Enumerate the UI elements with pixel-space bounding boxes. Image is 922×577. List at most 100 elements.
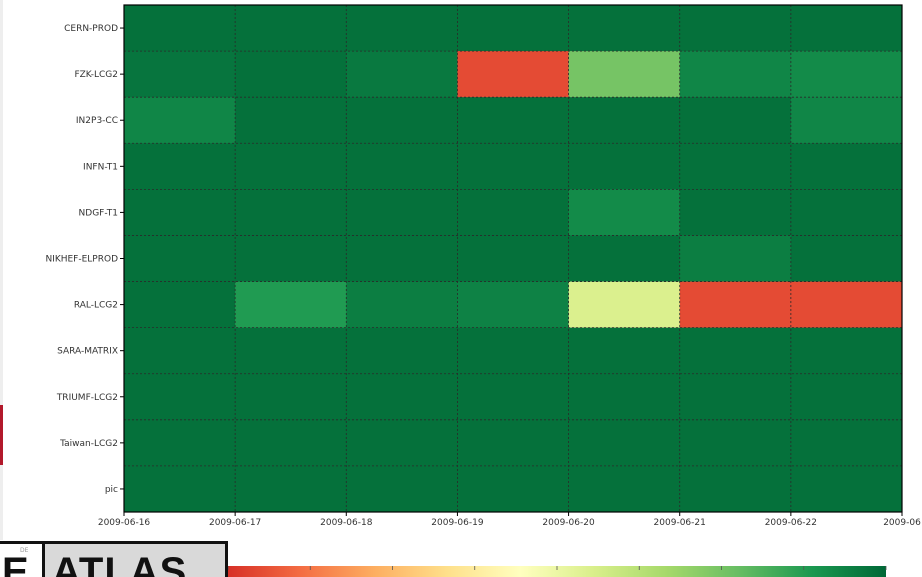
y-tick-label: NIKHEF-ELPROD	[45, 255, 118, 265]
x-tick-label: 2009-06-16	[98, 518, 151, 528]
colorbar-gradient	[228, 566, 886, 577]
heatmap-cell	[568, 281, 681, 329]
x-tick-label: 2009-06-20	[542, 518, 595, 528]
heatmap-cell	[124, 419, 236, 467]
heatmap-cell	[679, 51, 792, 98]
heatmap-cell	[124, 465, 236, 513]
heatmap-cell	[679, 327, 792, 375]
heatmap-cell	[124, 51, 236, 98]
y-tick-label: pic	[105, 485, 118, 495]
heatmap-cell	[235, 97, 347, 144]
y-tick-label: IN2P3-CC	[76, 116, 118, 126]
y-tick-label: INFN-T1	[83, 162, 118, 172]
heatmap-cell	[346, 97, 458, 144]
logo-divider	[42, 544, 45, 577]
partial-logo-letter: E	[2, 550, 29, 577]
heatmap-cell	[457, 189, 570, 236]
heatmap-cell	[346, 51, 458, 98]
heatmap-cell	[346, 143, 458, 190]
x-tick-label: 2009-06-19	[431, 518, 484, 528]
heatmap-cell	[346, 465, 458, 513]
heatmap-cell	[346, 5, 458, 52]
heatmap-cell	[568, 235, 681, 283]
heatmap-cell	[124, 143, 236, 190]
logo-tab	[45, 544, 225, 577]
x-axis-labels: 2009-06-16 2009-06-17 2009-06-18 2009-06-19…	[98, 512, 921, 528]
y-axis-labels: CERN-PROD FZK-LCG2 IN2P3-CC INFN-T1 NDGF-T1 N…	[45, 24, 124, 495]
atlas-logo-text: ATLAS	[52, 550, 188, 577]
heatmap-cell	[457, 373, 570, 421]
heatmap-cell	[679, 5, 792, 52]
heatmap-cell	[679, 419, 792, 467]
heatmap-gridlines	[123, 4, 903, 513]
heatmap-cell	[124, 97, 236, 144]
y-tick-label: TRIUMF-LCG2	[56, 393, 118, 403]
heatmap-cell	[346, 189, 458, 236]
x-tick-label: 2009-06-18	[320, 518, 373, 528]
heatmap-cell	[568, 51, 681, 98]
y-tick-label: SARA-MATRIX	[57, 347, 118, 357]
heatmap-cell	[790, 5, 903, 52]
heatmap-cell	[235, 465, 347, 513]
y-tick-label: RAL-LCG2	[74, 301, 118, 311]
heatmap-cell	[346, 419, 458, 467]
heatmap-cell	[568, 327, 681, 375]
heatmap-cell	[457, 235, 570, 283]
heatmap-cell	[235, 51, 347, 98]
x-tick-label: 2009-06-17	[209, 518, 261, 528]
y-tick-label: FZK-LCG2	[74, 70, 118, 80]
colorbar	[227, 566, 887, 577]
heatmap-cell	[790, 189, 903, 236]
heatmap-cell	[346, 281, 458, 329]
heatmap-cell	[235, 281, 347, 329]
heatmap-cell	[679, 143, 792, 190]
heatmap-cell	[457, 327, 570, 375]
heatmap-cell	[124, 235, 236, 283]
x-tick-label: 2009-06	[883, 518, 921, 528]
heatmap-cell	[235, 327, 347, 375]
heatmap-cell	[457, 281, 570, 329]
y-tick-label: NDGF-T1	[79, 208, 118, 218]
left-panel-red-mark	[0, 405, 3, 465]
heatmap-cell	[790, 235, 903, 283]
heatmap-cell	[568, 97, 681, 144]
heatmap-cell	[790, 373, 903, 421]
atlas-logo-box: E DE ATLAS	[0, 541, 228, 577]
heatmap-cell	[679, 373, 792, 421]
heatmap-cell	[235, 143, 347, 190]
heatmap-cell	[679, 189, 792, 236]
heatmap-cell	[679, 465, 792, 513]
heatmap-cell	[568, 419, 681, 467]
heatmap-cell	[235, 235, 347, 283]
heatmap-cell	[568, 189, 681, 236]
x-tick-label: 2009-06-21	[654, 518, 706, 528]
heatmap-cell	[457, 465, 570, 513]
y-tick-label: CERN-PROD	[64, 24, 118, 34]
left-panel-edge	[0, 0, 3, 540]
heatmap-cell	[679, 97, 792, 144]
heatmap-cell	[568, 373, 681, 421]
heatmap-cell	[235, 5, 347, 52]
heatmap-cell	[346, 235, 458, 283]
y-tick-label: Taiwan-LCG2	[59, 439, 118, 449]
heatmap-cell	[457, 419, 570, 467]
heatmap-cell	[124, 281, 236, 329]
x-tick-label: 2009-06-22	[765, 518, 817, 528]
heatmap-cell	[124, 327, 236, 375]
heatmap-cell	[568, 5, 681, 52]
heatmap-cell	[679, 281, 792, 329]
heatmap-cell	[679, 235, 792, 283]
heatmap-cell	[124, 189, 236, 236]
heatmap-cell	[457, 143, 570, 190]
heatmap-cell	[124, 5, 236, 52]
heatmap-cell	[235, 373, 347, 421]
heatmap-cell	[457, 97, 570, 144]
heatmap-cell	[790, 327, 903, 375]
heatmap-cells	[124, 5, 903, 513]
heatmap-cell	[790, 281, 903, 329]
heatmap-cell	[790, 143, 903, 190]
heatmap-cell	[568, 465, 681, 513]
heatmap-cell	[124, 373, 236, 421]
heatmap-cell	[346, 327, 458, 375]
